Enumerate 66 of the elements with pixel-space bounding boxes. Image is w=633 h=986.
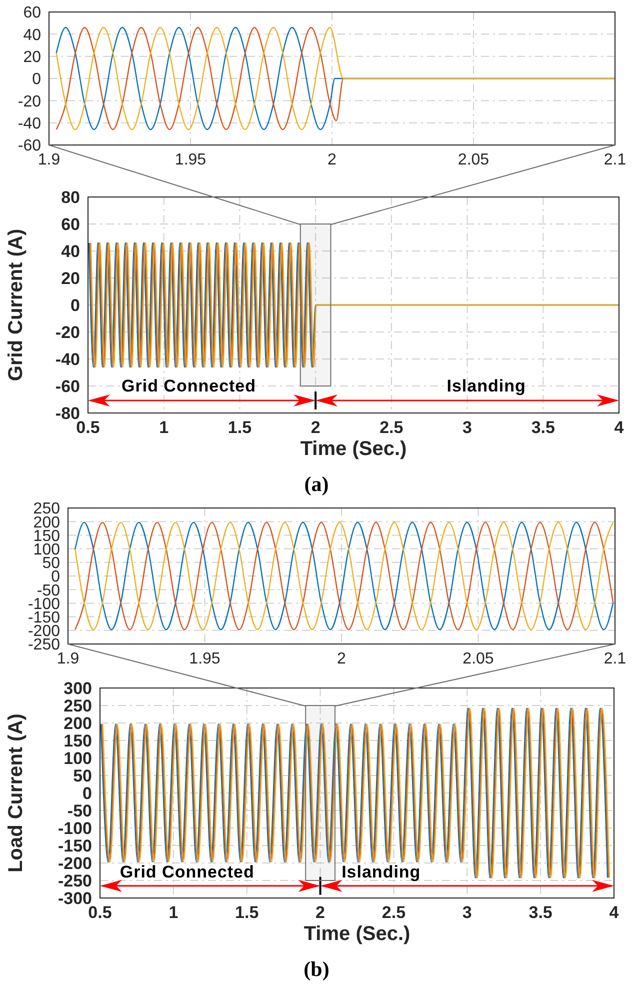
- x-tick-label: 1: [159, 418, 169, 438]
- y-tick-label: 300: [64, 679, 92, 698]
- y-tick-label: -100: [58, 819, 92, 838]
- x-tick-label: 2: [328, 151, 337, 168]
- y-tick-label: 0: [32, 71, 42, 88]
- y-tick-label: -40: [18, 116, 42, 133]
- y-tick-label: 80: [61, 188, 80, 208]
- y-tick-label: -60: [55, 377, 80, 396]
- x-tick-label: 1.5: [228, 418, 252, 438]
- y-tick-label: 20: [61, 269, 80, 288]
- line-series: [56, 26, 615, 130]
- x-tick-label: 0.5: [76, 418, 100, 438]
- x-tick-label: 2.5: [380, 418, 404, 438]
- y-tick-label: 60: [23, 4, 42, 22]
- y-tick-label: 250: [64, 696, 92, 716]
- text: (a): [304, 472, 329, 496]
- annotation: Islanding: [342, 862, 421, 882]
- x-tick-label: 4: [609, 903, 620, 922]
- y-tick-label: -20: [55, 323, 80, 342]
- y-tick-label: -50: [67, 802, 92, 821]
- y-tick-label: 200: [33, 514, 60, 532]
- y-tick-label: 40: [61, 242, 80, 262]
- x-tick-label: 1.95: [189, 650, 220, 668]
- x-tick-label: 1: [168, 903, 178, 922]
- x-tick-label: 2: [337, 650, 346, 668]
- y-tick-label: 0: [51, 568, 60, 586]
- x-tick-label: 3: [462, 418, 472, 438]
- x-tick-label: 1.5: [235, 903, 259, 922]
- y-tick-label: -40: [55, 350, 80, 370]
- annotation: Grid Connected: [122, 376, 256, 396]
- y-axis-title: Load Current (A): [5, 714, 27, 872]
- y-tick-label: -200: [58, 854, 92, 874]
- y-tick-label: 100: [33, 541, 60, 558]
- x-tick-label: 3.5: [528, 903, 552, 922]
- x-tick-label: 0.5: [88, 903, 112, 922]
- annotation: Grid Connected: [120, 862, 254, 882]
- y-tick-label: -100: [28, 596, 60, 613]
- y-tick-label: 100: [64, 749, 92, 768]
- x-tick-label: 2: [310, 418, 320, 438]
- x-tick-label: 3: [462, 903, 472, 922]
- y-tick-label: 20: [23, 49, 42, 66]
- x-tick-label: 2.5: [382, 903, 406, 922]
- x-axis-title: Time (Sec.): [304, 923, 410, 945]
- y-tick-label: -20: [18, 93, 42, 110]
- y-tick-label: 0: [70, 296, 80, 316]
- line-series: [74, 522, 614, 630]
- x-tick-label: 4: [614, 418, 624, 438]
- y-tick-label: 0: [82, 784, 92, 804]
- x-tick-label: 2.1: [604, 151, 626, 168]
- x-tick-label: 1.95: [174, 151, 206, 168]
- x-tick-label: 3.5: [531, 418, 555, 438]
- x-tick-label: 2.05: [462, 650, 494, 668]
- y-tick-label: 150: [64, 732, 92, 751]
- y-tick-label: 50: [73, 766, 92, 786]
- y-tick-label: 40: [23, 26, 42, 44]
- x-tick-label: 2: [316, 903, 326, 922]
- y-tick-label: -150: [58, 836, 92, 856]
- x-tick-label: 2.05: [458, 151, 490, 168]
- y-tick-label: 60: [61, 215, 80, 234]
- y-tick-label: 200: [64, 714, 92, 734]
- y-axis-title: Grid Current (A): [5, 228, 27, 382]
- text: (b): [304, 957, 330, 981]
- annotation: Islanding: [446, 376, 526, 396]
- y-tick-label: -250: [58, 872, 92, 891]
- x-axis-title: Time (Sec.): [300, 438, 407, 460]
- x-tick-label: 2.1: [604, 650, 626, 668]
